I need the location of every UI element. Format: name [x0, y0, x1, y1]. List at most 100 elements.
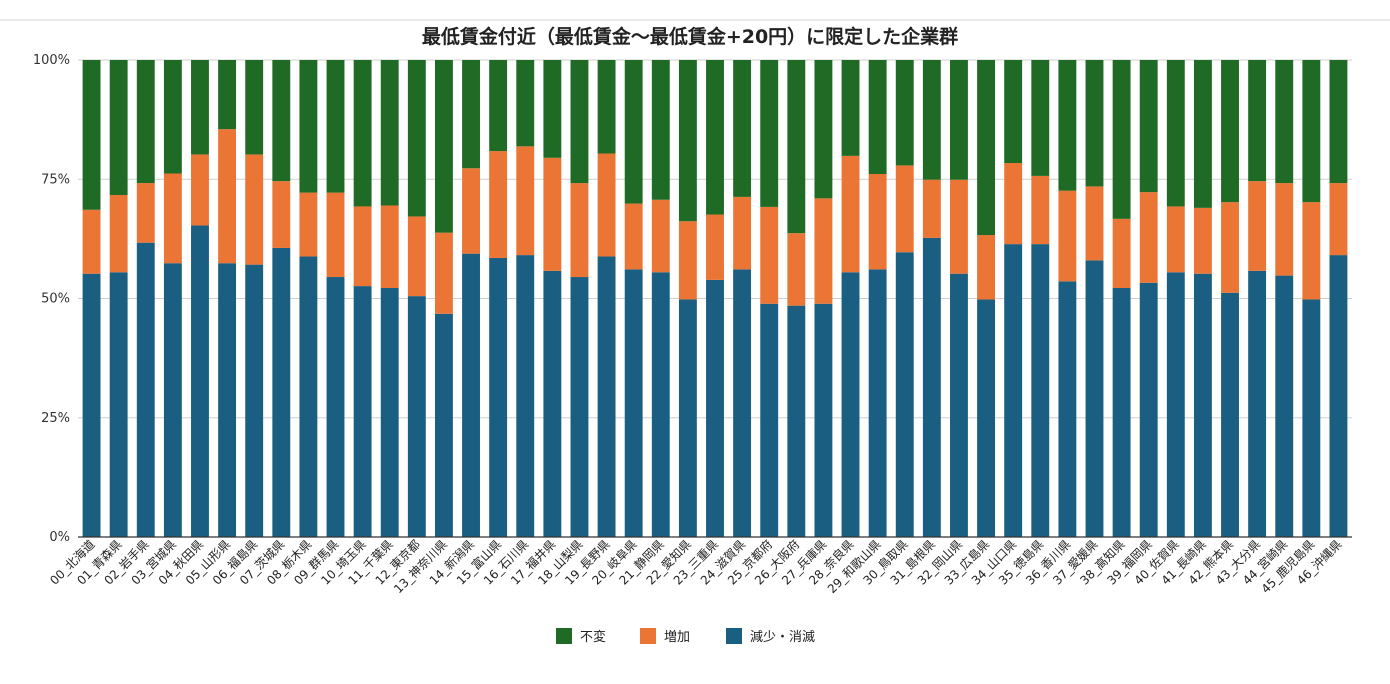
y-tick-label: 0%: [49, 530, 70, 545]
bar-segment-decrease: [1329, 255, 1348, 537]
bar-segment-unchanged: [1248, 60, 1267, 182]
bar-segment-decrease: [299, 256, 318, 537]
bar-segment-unchanged: [1031, 60, 1050, 176]
bar-segment-decrease: [462, 253, 480, 538]
bar-segment-increase: [353, 206, 372, 287]
bar-segment-unchanged: [272, 60, 291, 182]
bar-segment-unchanged: [1221, 60, 1239, 203]
bar-segment-unchanged: [1302, 60, 1321, 203]
bar-segment-increase: [1275, 183, 1294, 276]
bar-segment-increase: [218, 129, 237, 264]
bar-segment-increase: [462, 168, 480, 254]
bar-segment-unchanged: [543, 60, 562, 158]
bar-segment-unchanged: [380, 60, 399, 206]
bar-segment-unchanged: [191, 60, 209, 155]
legend: 不変 増加 減少・消滅: [556, 628, 815, 645]
bar-segment-unchanged: [516, 60, 535, 147]
bar-segment-decrease: [516, 255, 535, 537]
bar-segment-decrease: [977, 299, 996, 537]
bar-segment-unchanged: [109, 60, 128, 195]
bar-segment-unchanged: [462, 60, 480, 169]
bar-segment-decrease: [868, 269, 887, 537]
bar-segment-increase: [1193, 207, 1212, 274]
bar-segment-unchanged: [706, 60, 724, 215]
bar-segment-decrease: [922, 237, 941, 537]
bar-segment-unchanged: [1085, 60, 1104, 187]
bar-segment-increase: [868, 174, 887, 270]
bar-segment-increase: [1221, 202, 1239, 293]
bar-segment-decrease: [218, 263, 237, 537]
bar-segment-increase: [326, 192, 345, 278]
bar-segment-increase: [1139, 192, 1158, 283]
bar-segment-decrease: [1139, 282, 1158, 537]
bar-segment-increase: [624, 203, 643, 270]
bar-segment-unchanged: [1166, 60, 1185, 207]
bar-segment-decrease: [597, 256, 616, 537]
bar-segment-decrease: [733, 269, 752, 537]
bar-segment-increase: [516, 146, 535, 256]
bar-segment-unchanged: [868, 60, 887, 175]
bar-segment-unchanged: [950, 60, 968, 180]
bar-segment-increase: [82, 209, 101, 274]
bars-layer: [82, 60, 1348, 538]
bar-segment-increase: [895, 165, 914, 253]
y-tick-label: 50%: [41, 292, 70, 307]
bar-segment-unchanged: [82, 60, 101, 210]
bar-segment-increase: [299, 192, 318, 257]
bar-segment-increase: [1112, 218, 1131, 289]
bar-segment-decrease: [1004, 244, 1023, 537]
bar-segment-increase: [977, 235, 996, 300]
bar-segment-decrease: [787, 305, 806, 537]
bar-segment-decrease: [326, 277, 345, 537]
bar-segment-increase: [733, 196, 752, 270]
bar-segment-increase: [651, 199, 670, 273]
bar-segment-unchanged: [1058, 60, 1077, 191]
bar-segment-unchanged: [218, 60, 237, 130]
bar-segment-increase: [1085, 186, 1104, 261]
bar-segment-unchanged: [489, 60, 508, 152]
bar-segment-unchanged: [1193, 60, 1212, 208]
bar-segment-increase: [597, 153, 616, 257]
chart-title: 最低賃金付近（最低賃金～最低賃金+20円）に限定した企業群: [422, 25, 958, 48]
bar-segment-increase: [489, 151, 508, 258]
bar-segment-decrease: [1302, 299, 1321, 537]
bar-segment-unchanged: [299, 60, 318, 193]
legend-swatch: [640, 628, 656, 644]
bar-segment-decrease: [163, 263, 182, 537]
bar-segment-increase: [1004, 163, 1023, 245]
bar-segment-decrease: [1031, 244, 1050, 537]
bar-segment-increase: [1058, 190, 1077, 282]
bar-segment-increase: [163, 173, 182, 264]
bar-segment-unchanged: [353, 60, 372, 207]
bar-segment-increase: [1302, 202, 1321, 300]
bar-segment-decrease: [570, 277, 589, 537]
bar-segment-increase: [109, 194, 128, 273]
bar-segment-decrease: [353, 286, 372, 537]
bar-segment-decrease: [489, 257, 508, 537]
bar-segment-decrease: [1221, 292, 1239, 537]
y-tick-label: 25%: [41, 411, 70, 426]
bar-segment-increase: [407, 216, 426, 297]
bar-segment-decrease: [1166, 272, 1185, 537]
bar-segment-unchanged: [597, 60, 616, 154]
bar-segment-decrease: [895, 252, 914, 537]
bar-segment-unchanged: [245, 60, 264, 155]
bar-segment-increase: [136, 183, 155, 243]
bar-segment-unchanged: [733, 60, 752, 197]
bar-segment-increase: [841, 155, 860, 273]
bar-segment-decrease: [706, 279, 724, 537]
bar-segment-unchanged: [1112, 60, 1131, 219]
bar-segment-decrease: [245, 264, 264, 537]
bar-segment-decrease: [1058, 281, 1077, 537]
bar-segment-unchanged: [1329, 60, 1348, 184]
bar-segment-unchanged: [1139, 60, 1158, 193]
bar-segment-unchanged: [1275, 60, 1294, 184]
bar-segment-unchanged: [977, 60, 996, 236]
bar-segment-unchanged: [624, 60, 643, 204]
bar-segment-increase: [706, 214, 724, 280]
legend-label: 減少・消滅: [750, 629, 815, 645]
bar-segment-unchanged: [1004, 60, 1023, 164]
bar-segment-decrease: [434, 313, 453, 537]
bar-segment-decrease: [407, 296, 426, 537]
bar-segment-increase: [1031, 175, 1050, 245]
